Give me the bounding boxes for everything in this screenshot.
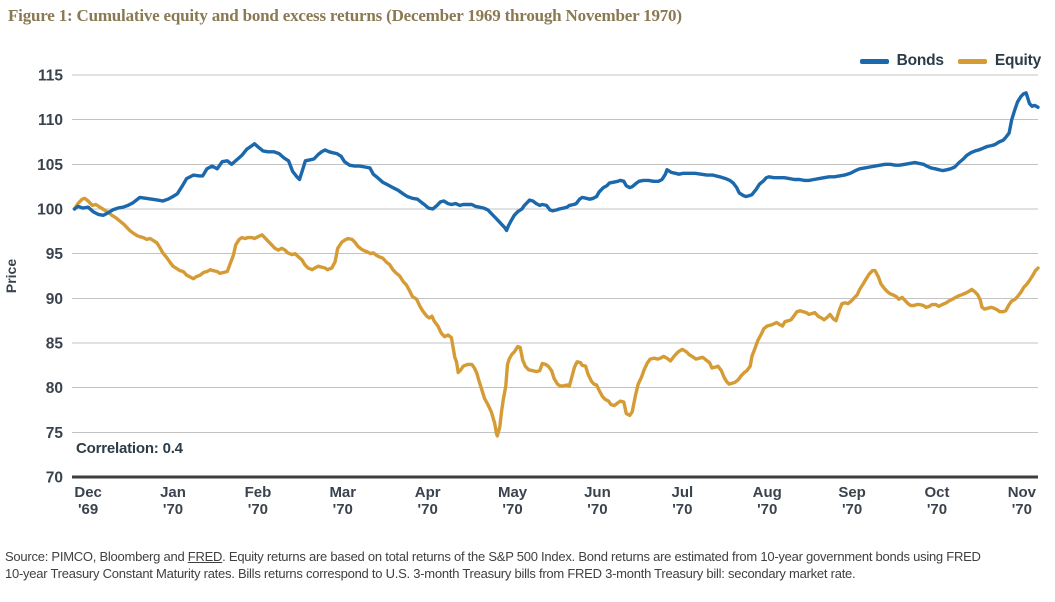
x-tick-label: Nov '70	[1008, 484, 1037, 518]
figure-title: Figure 1: Cumulative equity and bond exc…	[8, 6, 682, 25]
source-note: Source: PIMCO, Bloomberg and FRED. Equit…	[5, 548, 1050, 582]
x-tick-label: Dec '69	[74, 484, 102, 518]
source-note-line1: Source: PIMCO, Bloomberg and FRED. Equit…	[5, 548, 1050, 565]
bonds-line-swatch-icon	[859, 58, 889, 64]
chart-legend: Bonds Equity	[859, 52, 1041, 70]
x-tick-label: Jun '70	[584, 484, 611, 518]
x-tick-label: Feb '70	[245, 484, 272, 518]
legend-item-equity: Equity	[957, 52, 1041, 70]
x-tick-label: Mar '70	[329, 484, 356, 518]
y-tick-label: 100	[37, 202, 63, 219]
series-group	[72, 91, 1040, 438]
fred-link[interactable]: FRED	[187, 549, 223, 564]
x-tick-label: Jan '70	[160, 484, 186, 518]
source-note-line2: 10-year Treasury Constant Maturity rates…	[5, 566, 856, 581]
y-tick-label: 90	[46, 291, 63, 308]
x-tick-label: Sep '70	[838, 484, 866, 518]
y-tick-label: 105	[37, 157, 63, 174]
y-tick-label: 110	[38, 112, 63, 129]
x-tick-label: Jul '70	[671, 484, 693, 518]
x-tick-label: May '70	[498, 484, 528, 518]
source-note-prefix: Source: PIMCO, Bloomberg and	[5, 549, 188, 564]
bonds-line	[72, 91, 1040, 233]
y-tick-label: 95	[46, 246, 64, 263]
x-tick-label: Apr '70	[415, 484, 441, 518]
chart-canvas: 115 110 105 100 95 90 85 80 75 70 Dec '69 Jan '70 Feb '…	[3, 68, 1040, 519]
equity-line	[72, 196, 1040, 438]
correlation-annotation: Correlation: 0.4	[76, 440, 183, 457]
equity-line-swatch-icon	[957, 58, 987, 64]
axis-labels-group: 115 110 105 100 95 90 85 80 75 70 Dec '69 Jan '70 Feb '…	[3, 68, 1037, 519]
legend-item-bonds: Bonds	[859, 52, 944, 70]
legend-label-bonds: Bonds	[896, 52, 944, 69]
y-tick-label: 75	[46, 425, 64, 442]
y-tick-label: 70	[46, 470, 63, 487]
y-tick-label: 85	[46, 336, 64, 353]
source-note-suffix: . Equity returns are based on total retu…	[222, 549, 981, 564]
y-axis-title: Price	[3, 259, 19, 293]
y-tick-label: 115	[38, 68, 63, 85]
y-tick-label: 80	[46, 380, 63, 397]
x-tick-label: Aug '70	[753, 484, 782, 518]
legend-label-equity: Equity	[994, 52, 1041, 69]
x-tick-label: Oct '70	[924, 484, 949, 518]
